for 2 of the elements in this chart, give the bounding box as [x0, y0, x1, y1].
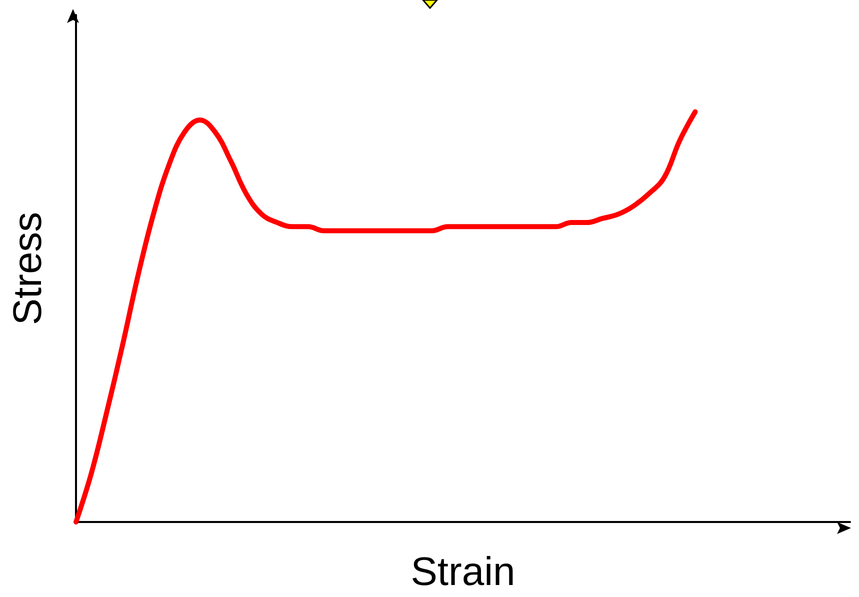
x-axis-title: Strain	[410, 550, 516, 594]
y-axis-title: Stress	[6, 212, 50, 326]
